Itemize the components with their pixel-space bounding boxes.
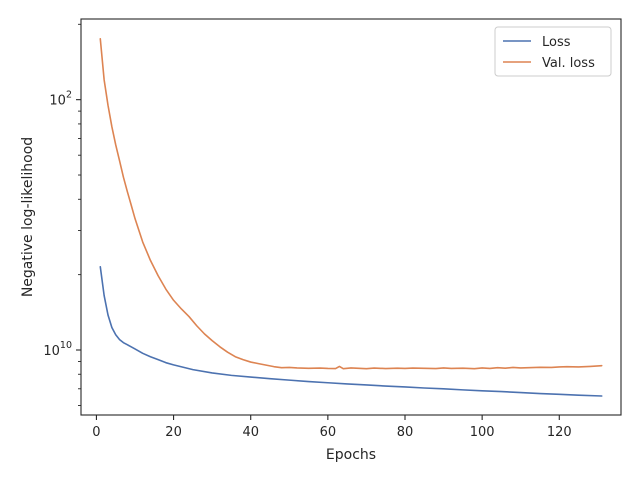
- series-line-val-loss: [99, 38, 603, 370]
- plot-data: [99, 38, 603, 397]
- x-tick-label: 0: [92, 425, 100, 440]
- y-tick-label: 102: [49, 90, 72, 109]
- x-axis-label: Epochs: [326, 447, 376, 463]
- y-axis-label: Negative log-likelihood: [20, 137, 36, 297]
- y-tick-label-base: 10: [49, 94, 66, 109]
- legend-label: Val. loss: [542, 56, 595, 71]
- y-tick-label-base: 10: [43, 344, 60, 359]
- x-tick-label: 120: [547, 425, 572, 440]
- x-tick-label: 40: [242, 425, 259, 440]
- series-line-loss: [99, 265, 603, 397]
- legend-box: [494, 26, 612, 77]
- plot-frame: [80, 18, 622, 416]
- legend-label: Loss: [542, 35, 571, 50]
- x-tick-label: 20: [165, 425, 182, 440]
- y-tick-label-exponent: 10: [60, 340, 72, 351]
- y-tick-label: 1010: [43, 340, 72, 359]
- plot-area: [81, 19, 621, 415]
- x-tick-label: 100: [470, 425, 495, 440]
- y-tick-label-exponent: 2: [66, 90, 72, 101]
- legend: Loss Val. loss: [494, 26, 612, 77]
- x-tick-label: 80: [397, 425, 414, 440]
- x-tick-label: 60: [320, 425, 337, 440]
